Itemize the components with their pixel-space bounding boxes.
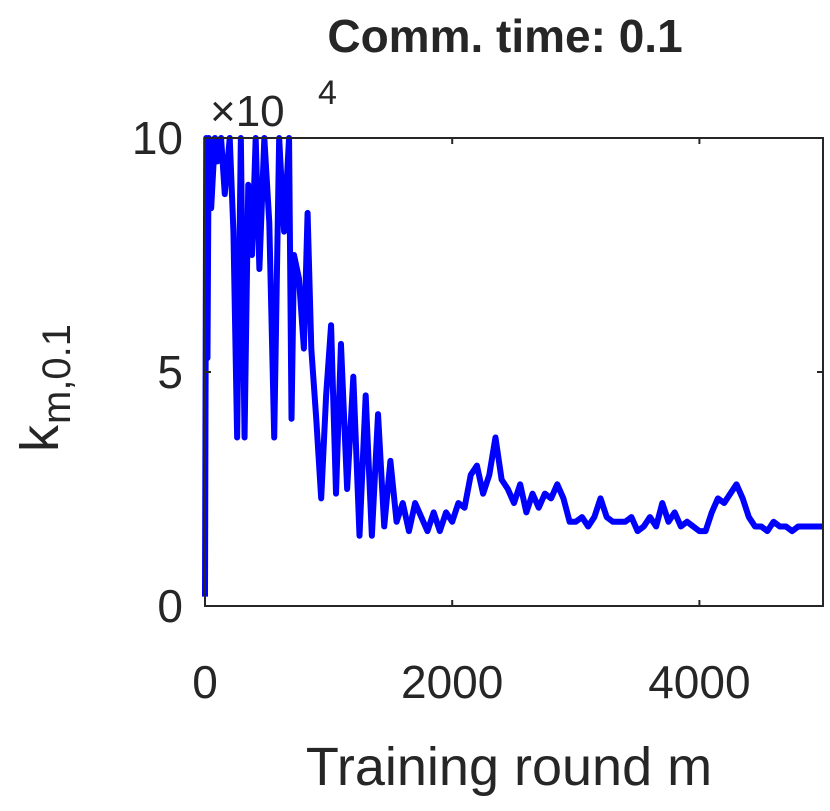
y-axis-label-subscript: m,0.1	[35, 324, 79, 424]
x-axis-label: Training round m	[306, 737, 712, 797]
x-tick-label: 0	[192, 656, 218, 708]
y-axis-label-main: k	[10, 424, 70, 452]
y-tick-label: 5	[157, 346, 183, 398]
y-scale-exponent: 4	[318, 74, 337, 112]
x-tick-label: 4000	[648, 656, 750, 708]
data-line	[202, 135, 823, 597]
y-tick-label: 0	[157, 580, 183, 632]
y-axis-label: k m,0.1	[10, 324, 79, 452]
x-tick-label: 2000	[401, 656, 503, 708]
y-scale-label: ×10	[210, 87, 285, 136]
y-tick-label: 10	[132, 112, 183, 164]
chart-title: Comm. time: 0.1	[327, 10, 682, 62]
plot-frame	[204, 137, 824, 607]
